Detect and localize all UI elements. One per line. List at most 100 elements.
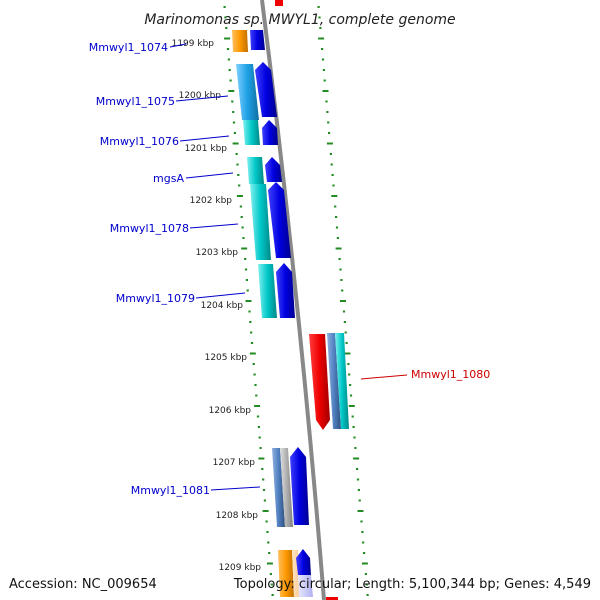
tick-mark [340, 279, 343, 281]
gene-label-mmwyl1-1074[interactable]: Mmwyl1_1074 [89, 41, 168, 54]
leader-line-1078 [189, 223, 239, 229]
gene-arrow-next-forward [296, 549, 311, 575]
kbp-label: 1205 kbp [205, 353, 248, 363]
tick-mark [365, 583, 368, 586]
tick-mark [259, 447, 262, 449]
gene-arrow-mmwyl1-1081[interactable] [290, 447, 309, 525]
tick-mark [328, 132, 331, 134]
tick-mark [252, 363, 255, 365]
tick-mark [232, 121, 236, 124]
tick-mark [244, 268, 248, 271]
tick-mark [347, 363, 350, 365]
tick-mark [326, 111, 329, 113]
gene-label-mmwyl1-1075[interactable]: Mmwyl1_1075 [96, 95, 175, 108]
tick-mark [335, 216, 338, 218]
gene-label-mmwyl1-1079[interactable]: Mmwyl1_1079 [116, 292, 195, 305]
gene-arrow-mmwyl1-1079[interactable] [276, 263, 295, 318]
gene-label-mmwyl1-1076[interactable]: Mmwyl1_1076 [100, 135, 179, 148]
kbp-label: 1202 kbp [190, 196, 233, 206]
tick-mark [241, 226, 244, 229]
tick-mark [266, 531, 269, 533]
tick-mark [363, 552, 366, 554]
cog-block-mgsa [247, 157, 264, 184]
tick-mark [232, 142, 239, 145]
gene-arrow-next-pale [298, 575, 313, 597]
tick-mark [351, 415, 354, 418]
gene-arrow-mmwyl1-1078[interactable] [268, 182, 291, 258]
leader-line-1080 [360, 374, 408, 380]
tick-mark [262, 510, 269, 512]
kbp-label: 1200 kbp [179, 91, 222, 101]
gene-label-mmwyl1-1080[interactable]: Mmwyl1_1080 [411, 368, 490, 381]
tick-mark [361, 562, 368, 565]
tick-mark [361, 531, 364, 533]
tick-mark [250, 331, 253, 334]
kbp-label: 1204 kbp [201, 301, 244, 311]
tick-mark [269, 573, 272, 575]
accession-text: Accession: NC_009654 [9, 577, 157, 592]
tick-mark [322, 90, 329, 92]
gene-arrow-mmwyl1-1075[interactable] [255, 62, 277, 117]
tick-mark [338, 258, 341, 260]
kbp-tick-labels: 1199 kbp 1200 kbp 1201 kbp 1202 kbp 1203… [172, 39, 262, 573]
tick-mark [227, 58, 230, 61]
gene-arrow-mmwyl1-1074[interactable] [250, 30, 265, 50]
cog-block-1075 [236, 64, 259, 120]
tick-mark [223, 6, 226, 8]
tick-mark [330, 163, 333, 166]
gene-label-mmwyl1-1081[interactable]: Mmwyl1_1081 [131, 484, 210, 497]
tick-mark [258, 457, 265, 460]
tick-mark [353, 457, 360, 460]
kbp-label: 1203 kbp [196, 248, 239, 258]
cog-block-1080a [327, 333, 341, 429]
gene-labels: Mmwyl1_1074 Mmwyl1_1075 Mmwyl1_1076 mgsA… [89, 41, 491, 497]
tick-mark [245, 300, 252, 302]
tick-mark [262, 478, 265, 481]
backbone-cap-top [275, 0, 283, 6]
gene-arrow-mgsa[interactable] [265, 157, 282, 182]
tick-mark [332, 184, 335, 187]
tick-mark [235, 153, 238, 155]
kbp-label: 1201 kbp [185, 144, 228, 154]
tick-mark [354, 447, 357, 449]
tick-mark [326, 142, 333, 145]
tick-mark [335, 247, 342, 250]
tick-mark [343, 321, 346, 323]
leader-line-1074 [169, 43, 187, 48]
tick-mark [344, 352, 351, 355]
leader-line-1076 [179, 135, 230, 142]
tick-mark [270, 583, 273, 586]
tick-mark [349, 394, 353, 397]
tick-mark [232, 111, 235, 113]
tick-mark [255, 394, 258, 397]
tick-mark [339, 268, 342, 271]
cog-block-1081a [272, 448, 285, 527]
gene-arrow-mmwyl1-1076[interactable] [262, 120, 278, 145]
tick-mark [238, 184, 241, 187]
cog-block-next [278, 550, 294, 597]
tick-mark [357, 489, 360, 491]
gene-label-mmwyl1-1078[interactable]: Mmwyl1_1078 [110, 222, 189, 235]
tick-mark [258, 436, 261, 439]
tick-mark [268, 552, 271, 554]
cog-block-1074 [232, 30, 248, 52]
tick-mark [254, 384, 257, 386]
tick-mark [233, 132, 236, 134]
tick-mark [331, 195, 338, 197]
tick-mark [321, 58, 325, 61]
cog-block-1079 [258, 264, 277, 318]
tick-mark [228, 90, 235, 92]
tick-mark [366, 594, 369, 596]
tick-mark [236, 195, 243, 197]
cog-block-1076 [243, 120, 260, 145]
tick-mark [241, 247, 248, 250]
tick-mark [254, 405, 261, 407]
tick-mark [248, 310, 251, 313]
gene-arrow-mmwyl1-1080[interactable] [309, 334, 330, 430]
tick-mark [224, 16, 227, 19]
genome-summary-text: Topology: circular; Length: 5,100,344 bp… [233, 577, 591, 592]
gene-label-mgsa[interactable]: mgsA [153, 172, 184, 185]
tick-mark [225, 27, 228, 29]
tick-mark [249, 352, 256, 355]
